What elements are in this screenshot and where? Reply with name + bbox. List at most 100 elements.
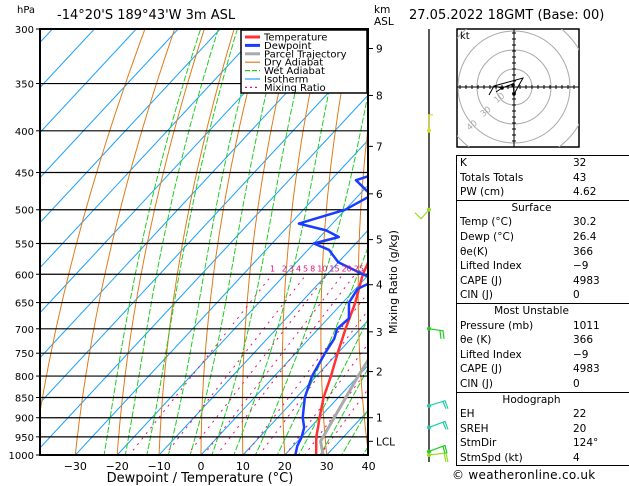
temperature-tick-label: 40 bbox=[362, 460, 376, 473]
index-row: StmSpd (kt) 4 bbox=[457, 451, 629, 466]
index-row: Lifted Index −9 bbox=[457, 348, 629, 363]
mixing-ratio-label: 3 bbox=[289, 264, 294, 273]
wind-barb bbox=[427, 399, 449, 409]
hodograph-point bbox=[511, 83, 515, 87]
pressure-axis: 300 350 400 450 500 550 600 650 700 750 800 850 900 9… bbox=[9, 25, 40, 462]
index-row: Temp (°C) 30.2 bbox=[457, 215, 629, 230]
mixing-ratio-line bbox=[186, 273, 328, 455]
legend-label: Temperature bbox=[263, 33, 327, 44]
index-row: CAPE (J) 4983 bbox=[457, 274, 629, 289]
pressure-tick-label: 450 bbox=[15, 168, 34, 179]
km-tick-label: 8 bbox=[376, 90, 383, 102]
index-label: Lifted Index bbox=[460, 260, 522, 273]
index-value: 366 bbox=[573, 245, 594, 258]
isotherm-line bbox=[74, 139, 368, 455]
index-row: StmDir 124° bbox=[457, 436, 629, 451]
index-value: 366 bbox=[573, 334, 594, 347]
wind-barb bbox=[427, 452, 449, 463]
location-title: -14°20'S 189°43'W 3m ASL bbox=[57, 8, 236, 23]
profiles bbox=[294, 33, 368, 455]
km-label: km bbox=[374, 4, 391, 16]
index-label: CIN (J) bbox=[460, 289, 493, 302]
pressure-tick-label: 500 bbox=[15, 206, 34, 217]
isotherm-line bbox=[40, 29, 179, 179]
index-row: Totals Totals 43 bbox=[457, 171, 629, 186]
mixing-ratio-line bbox=[128, 273, 273, 455]
dry-adiabat-line bbox=[116, 29, 205, 455]
index-row: SREH 20 bbox=[457, 422, 629, 437]
dry-adiabat-line bbox=[281, 29, 324, 455]
x-axis-label: Dewpoint / Temperature (°C) bbox=[107, 471, 294, 486]
index-value: 32 bbox=[573, 157, 587, 169]
km-tick-label: LCL bbox=[376, 436, 395, 448]
dewpoint-line bbox=[294, 33, 368, 455]
mixing-ratio-label: 4 bbox=[296, 264, 301, 273]
isotherm-line bbox=[40, 29, 137, 134]
index-label: Lifted Index bbox=[460, 348, 522, 361]
pressure-tick-label: 750 bbox=[15, 349, 34, 360]
km-tick-label: 3 bbox=[376, 327, 383, 339]
isotherm-line bbox=[40, 29, 263, 269]
wind-barb bbox=[427, 444, 448, 454]
most-unstable-title: Most Unstable bbox=[494, 304, 569, 317]
pressure-tick-label: 400 bbox=[15, 127, 34, 138]
dry-adiabat-line bbox=[357, 123, 368, 455]
temperature-tick-label: 0 bbox=[198, 460, 205, 473]
parcel-trajectory-line bbox=[319, 357, 368, 455]
temperature-tick-label: 20 bbox=[278, 460, 292, 473]
index-label: Temp (°C) bbox=[460, 216, 513, 229]
index-row: CIN (J) 0 bbox=[457, 377, 629, 392]
isotherm-line bbox=[242, 319, 368, 455]
wind-barbs bbox=[414, 29, 449, 463]
mixing-ratio-label: 1 bbox=[270, 264, 275, 273]
km-tick-label: 5 bbox=[376, 235, 383, 247]
km-tick-label: 9 bbox=[376, 44, 383, 56]
hodograph-point bbox=[500, 86, 504, 90]
mixing-ratio-labels: 1 2 3 4 5 8 10 15 20 25 bbox=[270, 264, 364, 273]
km-tick-label: 7 bbox=[376, 141, 383, 153]
km-tick-label: 2 bbox=[376, 367, 383, 379]
hodograph-box: Hodograph EH 22 SREH 20 StmDir 124° StmSpd (kt… bbox=[456, 392, 629, 467]
dry-adiabat-line bbox=[40, 29, 146, 416]
wet-adiabat-line bbox=[189, 29, 283, 455]
index-row: θe(K) 366 bbox=[457, 245, 629, 260]
km-axis: 9 8 7 6 5 4 3 2 1 LCL bbox=[368, 44, 395, 448]
pressure-tick-label: 300 bbox=[15, 25, 34, 36]
temperature-tick-label: −20 bbox=[106, 460, 129, 473]
index-label: SREH bbox=[460, 422, 489, 435]
legend-label: Wet Adiabat bbox=[264, 66, 325, 77]
copyright-footer: © weatheronline.co.uk bbox=[452, 468, 596, 482]
index-label: K bbox=[460, 157, 467, 169]
isotherm-line bbox=[40, 29, 221, 224]
most-unstable-box: Most Unstable Pressure (mb) 1011 θe (K) 366… bbox=[456, 303, 629, 393]
index-row: Pressure (mb) 1011 bbox=[457, 319, 629, 334]
index-label: StmSpd (kt) bbox=[460, 451, 523, 464]
mixing-ratio-label: 15 bbox=[329, 264, 339, 273]
mixing-ratio-label: 5 bbox=[303, 264, 308, 273]
pressure-tick-label: 700 bbox=[15, 325, 34, 336]
hodograph-title: Hodograph bbox=[502, 393, 561, 406]
km-tick-label: 4 bbox=[376, 280, 383, 292]
index-label: EH bbox=[460, 408, 475, 421]
index-value: 43 bbox=[573, 171, 587, 184]
index-value: 1011 bbox=[573, 319, 600, 332]
asl-label: ASL bbox=[374, 16, 394, 28]
temperature-tick-label: 30 bbox=[320, 460, 334, 473]
index-value: 22 bbox=[573, 408, 587, 421]
legend-box bbox=[240, 29, 368, 94]
index-row: CAPE (J) 4983 bbox=[457, 362, 629, 377]
km-tick-label: 1 bbox=[376, 413, 383, 425]
wet-adiabat-line bbox=[233, 29, 343, 455]
wet-adiabat-line bbox=[254, 91, 368, 455]
hodograph-point bbox=[512, 92, 516, 96]
hodograph-unit-label: kt bbox=[460, 31, 470, 42]
mixing-ratio-label: 2 bbox=[282, 264, 287, 273]
pressure-tick-label: 850 bbox=[15, 393, 34, 404]
legend-label: Isotherm bbox=[264, 75, 308, 86]
dry-adiabat-line bbox=[241, 29, 295, 455]
wet-adiabat-line bbox=[276, 245, 368, 455]
pressure-tick-label: 600 bbox=[15, 270, 34, 281]
index-value: 4983 bbox=[573, 274, 600, 287]
wind-barb bbox=[427, 114, 433, 133]
